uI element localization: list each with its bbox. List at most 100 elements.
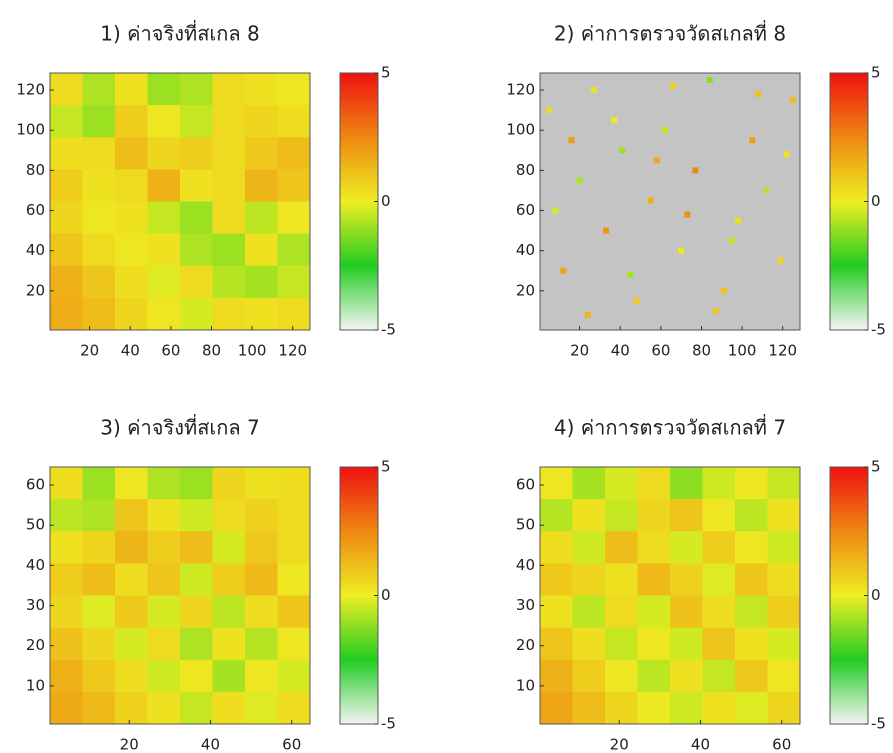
heatmap-cell bbox=[83, 137, 116, 170]
colorbar-tick-label: -5 bbox=[381, 321, 396, 339]
heatmap-cell bbox=[278, 467, 311, 500]
heatmap-cell bbox=[540, 563, 573, 596]
heatmap-cell bbox=[278, 105, 311, 138]
heatmap-cell bbox=[115, 169, 148, 202]
heatmap-cell bbox=[180, 298, 213, 331]
heatmap-cell bbox=[540, 531, 573, 564]
heatmap-cell bbox=[50, 137, 83, 170]
sample-point bbox=[707, 77, 713, 83]
heatmap-cell bbox=[245, 169, 278, 202]
heatmap-cell bbox=[180, 596, 213, 629]
heatmap-cell bbox=[670, 531, 703, 564]
heatmap-cell bbox=[50, 169, 83, 202]
heatmap-cell bbox=[180, 105, 213, 138]
sample-point bbox=[763, 187, 769, 193]
heatmap-cell bbox=[213, 298, 246, 331]
sample-point bbox=[585, 312, 591, 318]
heatmap-cell bbox=[148, 266, 181, 299]
heatmap-cell bbox=[540, 628, 573, 661]
heatmap-cell bbox=[180, 137, 213, 170]
heatmap-cell bbox=[148, 628, 181, 661]
sample-point bbox=[729, 238, 735, 244]
heatmap-cell bbox=[115, 202, 148, 235]
x-tick-label: 100 bbox=[728, 342, 757, 360]
heatmap-cell bbox=[115, 692, 148, 725]
sample-point bbox=[662, 127, 668, 133]
heatmap-cell bbox=[278, 169, 311, 202]
heatmap-cell bbox=[213, 531, 246, 564]
heatmap-cell bbox=[540, 596, 573, 629]
heatmap-cell bbox=[245, 73, 278, 106]
x-tick-label: 60 bbox=[282, 736, 301, 753]
sample-point bbox=[627, 272, 633, 278]
heatmap-cell bbox=[213, 202, 246, 235]
y-tick-label: 10 bbox=[26, 676, 45, 694]
plot-background bbox=[540, 73, 800, 330]
y-tick-label: 80 bbox=[26, 161, 45, 179]
y-tick-label: 50 bbox=[26, 516, 45, 534]
heatmap-cell bbox=[115, 298, 148, 331]
heatmap-cell bbox=[245, 531, 278, 564]
heatmap-cell bbox=[180, 499, 213, 532]
heatmap-cell bbox=[148, 202, 181, 235]
heatmap-cell bbox=[115, 531, 148, 564]
heatmap-cell bbox=[605, 499, 638, 532]
heatmap-cell bbox=[83, 596, 116, 629]
sample-point bbox=[619, 147, 625, 153]
heatmap-cell bbox=[735, 499, 768, 532]
heatmap-cell bbox=[638, 467, 671, 500]
heatmap-cell bbox=[703, 499, 736, 532]
heatmap-cell bbox=[213, 660, 246, 693]
heatmap-cell bbox=[278, 563, 311, 596]
y-tick-label: 50 bbox=[516, 516, 535, 534]
heatmap-cell bbox=[213, 467, 246, 500]
x-tick-label: 80 bbox=[692, 342, 711, 360]
heatmap-cell bbox=[148, 596, 181, 629]
heatmap-cell bbox=[605, 563, 638, 596]
heatmap-cell bbox=[278, 499, 311, 532]
sample-point bbox=[684, 212, 690, 218]
heatmap-cell bbox=[148, 563, 181, 596]
sample-point bbox=[654, 157, 660, 163]
heatmap-cell bbox=[50, 692, 83, 725]
heatmap-cell bbox=[703, 563, 736, 596]
heatmap-cell bbox=[83, 105, 116, 138]
heatmap-cell bbox=[278, 596, 311, 629]
heatmap-cell bbox=[115, 234, 148, 267]
y-tick-label: 40 bbox=[26, 556, 45, 574]
heatmap-cell bbox=[605, 660, 638, 693]
heatmap-cell bbox=[245, 499, 278, 532]
heatmap-cell bbox=[115, 499, 148, 532]
heatmap-cell bbox=[115, 105, 148, 138]
heatmap-cell bbox=[278, 660, 311, 693]
x-tick-label: 40 bbox=[201, 736, 220, 753]
colorbar-tick-label: 0 bbox=[871, 192, 881, 210]
heatmap-cell bbox=[180, 234, 213, 267]
heatmap-cell bbox=[540, 692, 573, 725]
heatmap-cell bbox=[605, 692, 638, 725]
heatmap-cell bbox=[50, 467, 83, 500]
heatmap-cell bbox=[278, 298, 311, 331]
x-tick-label: 40 bbox=[691, 736, 710, 753]
heatmap-cell bbox=[83, 234, 116, 267]
heatmap-cell bbox=[83, 628, 116, 661]
y-tick-label: 30 bbox=[516, 596, 535, 614]
heatmap-cell bbox=[213, 692, 246, 725]
heatmap-cell bbox=[703, 531, 736, 564]
heatmap-cell bbox=[605, 628, 638, 661]
sample-point bbox=[713, 308, 719, 314]
heatmap-cell bbox=[278, 234, 311, 267]
heatmap-cell bbox=[768, 596, 801, 629]
heatmap-cell bbox=[115, 628, 148, 661]
heatmap-cell bbox=[735, 628, 768, 661]
colorbar-tick-label: -5 bbox=[871, 715, 886, 733]
y-tick-label: 80 bbox=[516, 161, 535, 179]
y-tick-label: 120 bbox=[16, 81, 45, 99]
heatmap-cell bbox=[50, 499, 83, 532]
colorbar-tick-label: 5 bbox=[381, 64, 391, 82]
x-tick-label: 20 bbox=[120, 736, 139, 753]
heatmap-cell bbox=[148, 105, 181, 138]
heatmap-cell bbox=[768, 531, 801, 564]
y-tick-label: 60 bbox=[26, 476, 45, 494]
heatmap-cell bbox=[573, 596, 606, 629]
